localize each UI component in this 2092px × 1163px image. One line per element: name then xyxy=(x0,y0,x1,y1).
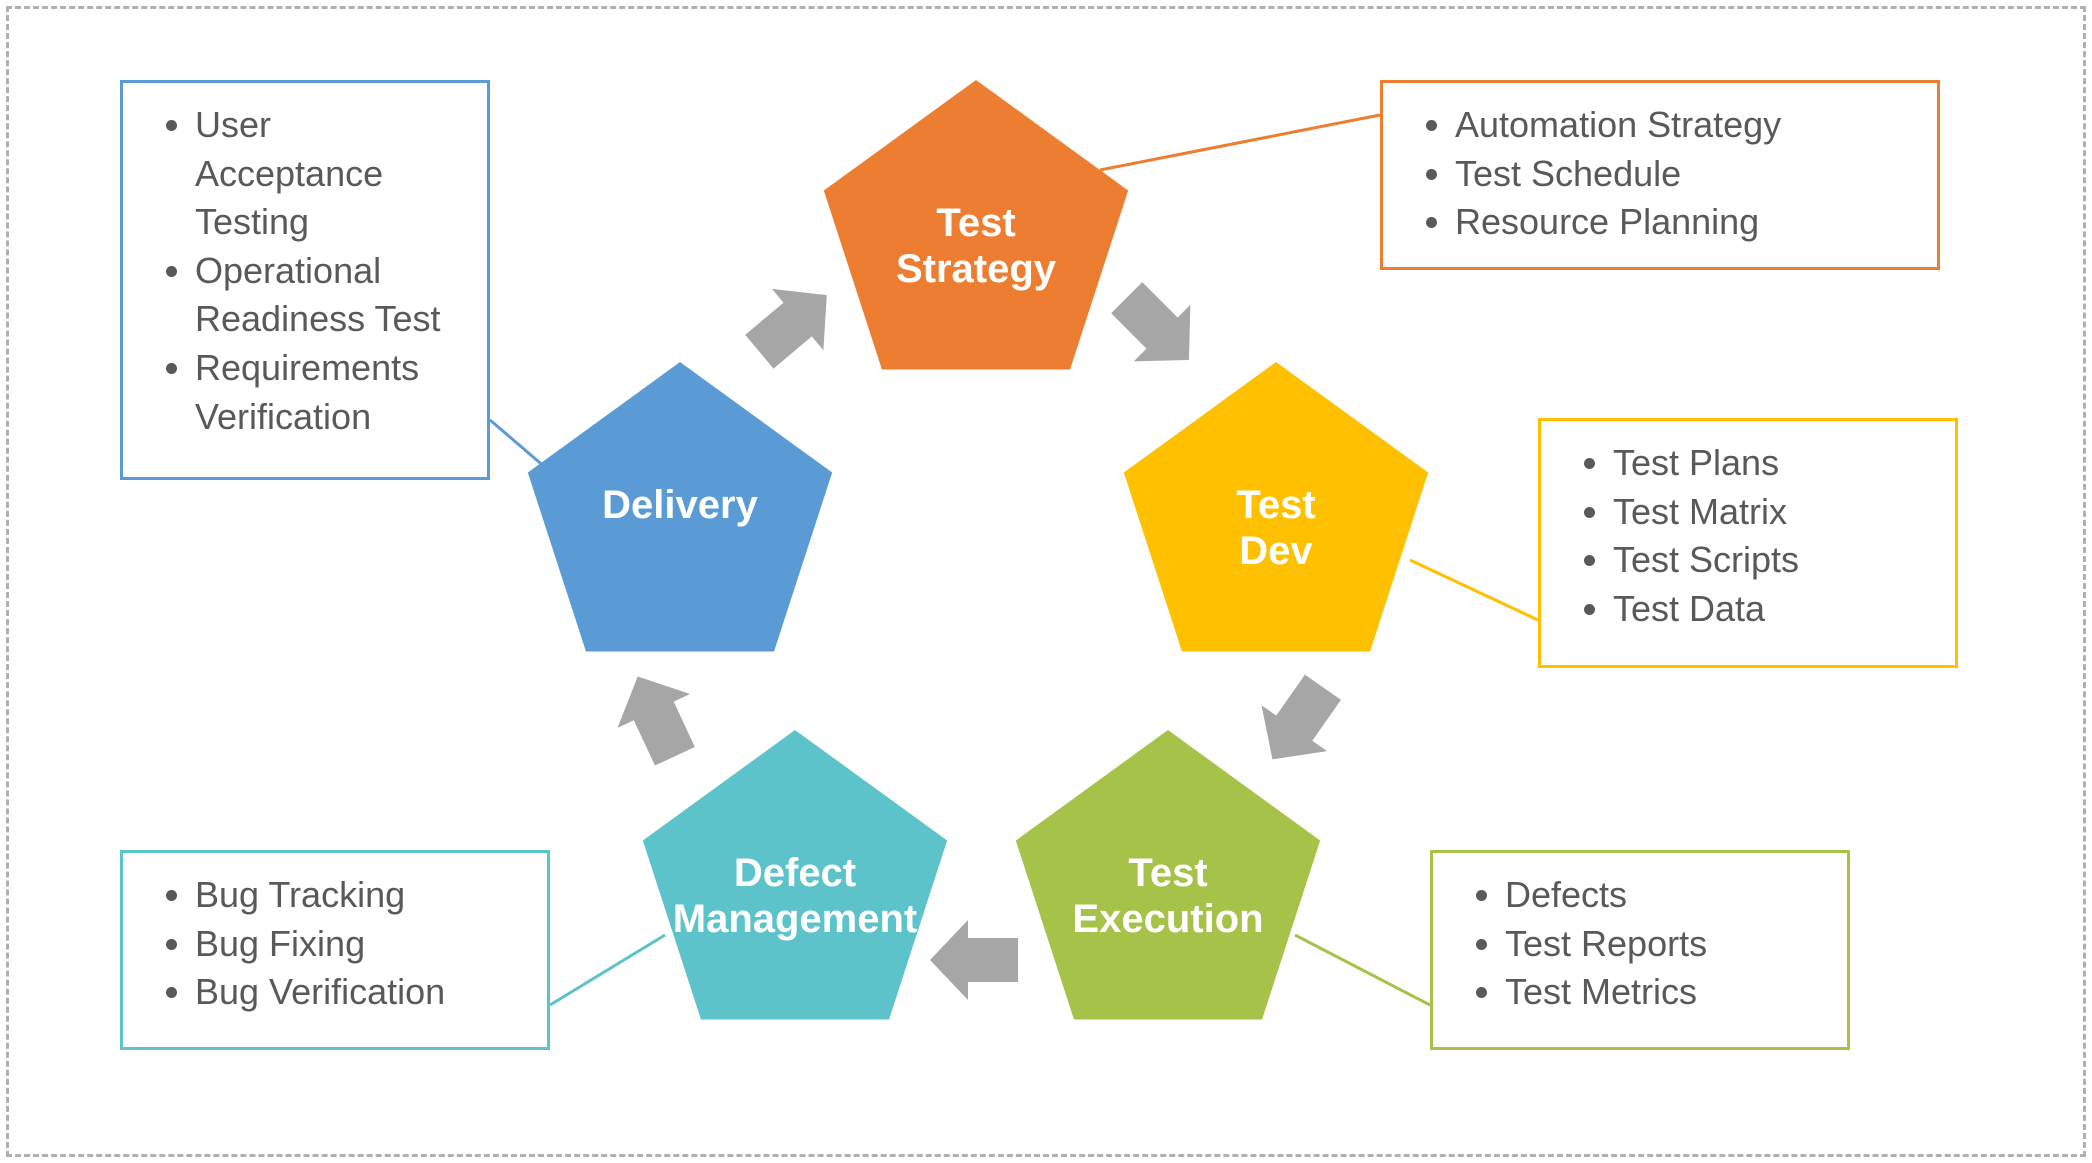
list-item: Requirements Verification xyxy=(195,344,463,441)
list-item: Bug Fixing xyxy=(195,920,523,969)
list-item: Resource Planning xyxy=(1455,198,1913,247)
callout-strategy: Automation Strategy Test Schedule Resour… xyxy=(1380,80,1940,270)
list-item: Bug Tracking xyxy=(195,871,523,920)
list-item: Automation Strategy xyxy=(1455,101,1913,150)
list-item: Test Plans xyxy=(1613,439,1931,488)
list-item: Test Metrics xyxy=(1505,968,1823,1017)
list-item: User Acceptance Testing xyxy=(195,101,463,247)
callout-exec: Defects Test Reports Test Metrics xyxy=(1430,850,1850,1050)
list-item: Test Data xyxy=(1613,585,1931,634)
list-item: Bug Verification xyxy=(195,968,523,1017)
list-item: Test Matrix xyxy=(1613,488,1931,537)
list-item: Test Reports xyxy=(1505,920,1823,969)
callout-dev: Test Plans Test Matrix Test Scripts Test… xyxy=(1538,418,1958,668)
callout-defect: Bug Tracking Bug Fixing Bug Verification xyxy=(120,850,550,1050)
list-item: Operational Readiness Test xyxy=(195,247,463,344)
callout-delivery: User Acceptance Testing Operational Read… xyxy=(120,80,490,480)
list-item: Defects xyxy=(1505,871,1823,920)
list-item: Test Schedule xyxy=(1455,150,1913,199)
list-item: Test Scripts xyxy=(1613,536,1931,585)
